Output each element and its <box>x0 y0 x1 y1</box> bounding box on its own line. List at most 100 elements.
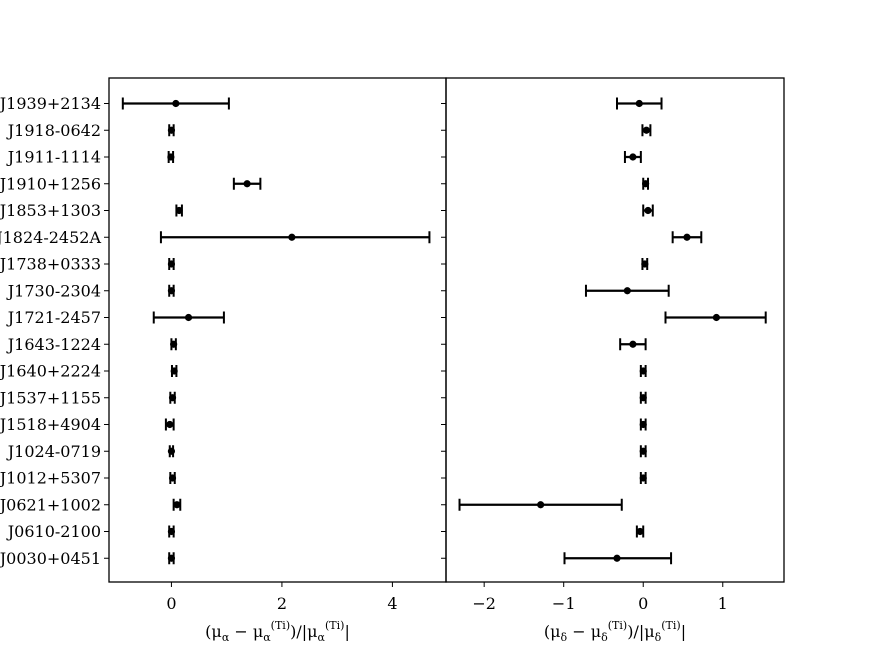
x-axis-label: (μα − μα(Ti))/|μα(Ti)| <box>205 619 350 644</box>
panel-ra: 0 2 4 <box>104 77 447 613</box>
error-bar <box>121 97 230 110</box>
data-point <box>642 180 650 188</box>
error-bar <box>167 525 176 538</box>
data-point <box>166 420 174 429</box>
error-bar <box>642 204 654 217</box>
error-bar <box>615 97 663 110</box>
pulsar-label: J1939+2134 <box>0 94 101 113</box>
data-point <box>641 260 649 268</box>
pulsar-label: J1853+1303 <box>0 201 101 220</box>
error-bar <box>167 445 176 458</box>
data-point <box>683 233 691 241</box>
data-point <box>167 287 176 295</box>
error-bar <box>639 418 647 431</box>
pulsar-label: J0621+1002 <box>0 495 101 514</box>
panel-frame <box>108 77 447 583</box>
error-bar <box>641 258 649 270</box>
x-tick-label: −1 <box>552 594 576 613</box>
data-point <box>537 501 545 509</box>
pulsar-label: J1024-0719 <box>6 442 101 461</box>
pulsar-labels: J1939+2134 J1918-0642 J1911-1114 J1910+1256… <box>0 94 101 568</box>
data-point <box>170 367 178 375</box>
x-tick-label: 2 <box>277 594 287 613</box>
pulsar-label: J1643-1224 <box>6 335 101 354</box>
data-point <box>644 206 652 215</box>
x-tick-label: 1 <box>718 594 728 613</box>
data-point <box>642 126 651 134</box>
data-point <box>172 99 180 108</box>
error-bar <box>152 311 225 324</box>
data-point <box>639 474 647 482</box>
panel-frame <box>445 77 785 583</box>
error-bar <box>168 391 177 404</box>
data-point <box>184 313 193 322</box>
data-point <box>639 420 647 429</box>
error-bar <box>232 177 262 190</box>
error-bar <box>641 124 652 137</box>
data-point <box>629 153 637 161</box>
data-point <box>167 527 176 536</box>
data-point <box>167 260 176 268</box>
data-point <box>170 340 178 348</box>
pulsar-label: J1738+0333 <box>0 255 101 274</box>
error-bar <box>642 177 650 190</box>
pulsar-label: J1910+1256 <box>0 174 101 193</box>
data-point <box>167 554 176 562</box>
pulsar-label: J1518+4904 <box>0 415 101 434</box>
error-bar <box>623 151 642 163</box>
x-tick-label: 4 <box>387 594 397 613</box>
error-bar <box>639 391 647 404</box>
error-bar <box>639 472 647 484</box>
error-bar <box>170 338 178 351</box>
data-point <box>288 233 296 241</box>
pulsar-label: J1824-2452A <box>0 228 101 247</box>
data-point <box>639 394 647 402</box>
data-point <box>173 501 181 509</box>
data-point <box>167 153 175 161</box>
error-bar <box>458 498 623 511</box>
error-bar <box>167 258 176 270</box>
pulsar-label: J1911-1114 <box>6 148 101 167</box>
pulsar-label: J1721-2457 <box>6 308 101 327</box>
error-bar <box>584 284 670 297</box>
error-bar <box>167 151 175 163</box>
error-bar <box>639 365 647 377</box>
pulsar-label: J0030+0451 <box>0 549 101 568</box>
x-axis-label: (μδ − μδ(Ti))/|μδ(Ti)| <box>544 619 686 644</box>
x-tick-label: −2 <box>472 594 496 613</box>
error-bar <box>170 365 178 377</box>
x-tick-label: 0 <box>166 594 176 613</box>
pulsar-label: J1730-2304 <box>6 281 101 300</box>
error-bar <box>563 552 673 565</box>
data-point <box>639 447 647 455</box>
pulsar-label: J1537+1155 <box>0 388 101 407</box>
data-point <box>175 206 183 215</box>
error-bar <box>664 311 767 324</box>
pulsar-label: J1640+2224 <box>0 362 101 381</box>
data-point <box>712 313 721 322</box>
pulsar-label: J0610-2100 <box>6 522 101 541</box>
pulsar-label: J1918-0642 <box>6 121 101 140</box>
pulsar-label: J1012+5307 <box>0 469 101 488</box>
error-bar <box>172 498 182 511</box>
x-axis-labels: (μα − μα(Ti))/|μα(Ti)| (μδ − μδ(Ti))/|μδ(… <box>205 619 686 644</box>
error-bar <box>167 284 176 297</box>
error-bar <box>168 472 177 484</box>
error-bar <box>671 231 703 244</box>
x-tick-label: 0 <box>638 594 648 613</box>
data-point <box>623 287 631 295</box>
error-bar <box>635 525 645 538</box>
error-bar <box>164 418 175 431</box>
error-bar <box>619 338 647 351</box>
error-bar <box>167 124 176 137</box>
data-point <box>167 126 176 134</box>
data-point <box>613 554 621 562</box>
data-point <box>636 527 644 536</box>
data-point <box>167 447 176 455</box>
data-point <box>168 394 177 402</box>
data-point <box>168 474 177 482</box>
data-point <box>629 340 637 348</box>
data-point <box>243 180 251 188</box>
error-bar <box>159 231 431 244</box>
